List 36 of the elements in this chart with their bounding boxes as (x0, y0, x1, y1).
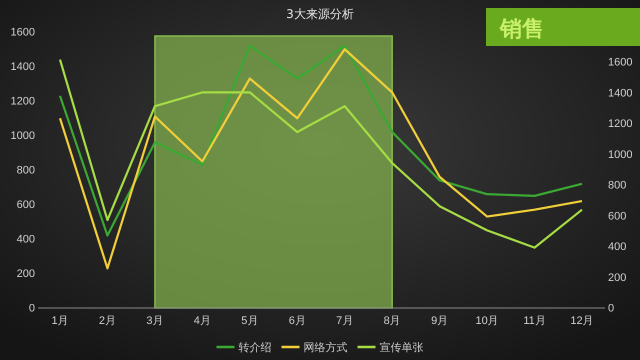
x-tick-label: 11月 (523, 314, 546, 327)
y2-tick-label: 400 (608, 241, 626, 254)
y2-tick-label: 800 (608, 180, 626, 192)
x-tick-label: 8月 (384, 314, 401, 327)
y-tick-label: 1200 (10, 96, 35, 108)
y2-tick-label: 600 (608, 210, 626, 222)
x-tick-label: 12月 (570, 314, 594, 327)
y2-tick-label: 1600 (608, 56, 632, 69)
annotation: 销售 (499, 17, 544, 42)
legend-label: 转介绍 (238, 341, 272, 354)
y2-tick-label: 0 (608, 302, 614, 315)
x-tick-label: 5月 (241, 314, 258, 327)
x-tick-label: 7月 (336, 314, 354, 327)
chart-title: 3大来源分析 (286, 7, 354, 21)
y-tick-label: 1400 (10, 61, 35, 74)
y2-tick-label: 1400 (608, 87, 632, 100)
y-tick-label: 200 (16, 268, 35, 280)
y2-tick-label: 1200 (608, 118, 632, 130)
legend-label: 宣传单张 (380, 341, 424, 354)
x-tick-label: 1月 (51, 314, 69, 327)
y2-tick-label: 1000 (608, 148, 632, 161)
x-tick-label: 9月 (431, 314, 448, 327)
y-tick-label: 800 (16, 164, 35, 177)
y-tick-label: 400 (16, 234, 35, 246)
legend-label: 网络方式 (304, 341, 348, 354)
x-tick-label: 6月 (288, 314, 306, 327)
y-tick-label: 1600 (10, 26, 35, 39)
y-tick-label: 600 (16, 199, 35, 212)
x-tick-label: 4月 (194, 314, 211, 327)
x-tick-label: 3月 (146, 314, 164, 327)
y-tick-label: 1000 (10, 130, 35, 142)
x-tick-label: 10月 (475, 314, 499, 327)
y2-tick-label: 200 (608, 272, 626, 284)
x-tick-label: 2月 (98, 314, 116, 327)
label-box: 销售 (486, 8, 640, 46)
y-tick-label: 0 (28, 302, 35, 315)
